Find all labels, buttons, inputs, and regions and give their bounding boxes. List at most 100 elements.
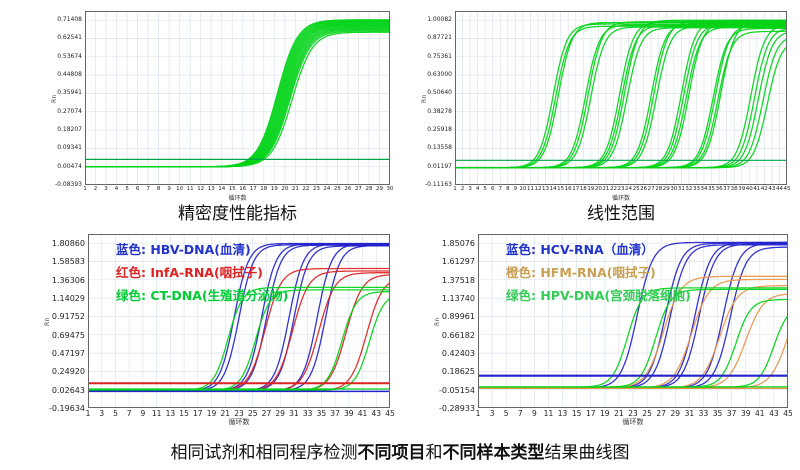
y-tick-label: 1.80860 (51, 239, 85, 249)
x-tick-label: 28 (655, 186, 663, 192)
x-tick-label: 15 (179, 409, 189, 418)
x-tick-label: 13 (207, 186, 215, 192)
y-tick-label: 0.69475 (51, 330, 85, 340)
x-tick-label: 12 (534, 186, 542, 192)
y-tick-labels: 0.71408 0.62541 0.53674 0.44808 0.35941 0.270… (55, 11, 85, 188)
x-tick-label: 24 (323, 186, 331, 192)
x-tick-label: 12 (197, 186, 205, 192)
x-axis-title: 循环数 (622, 418, 644, 426)
x-tick-label: 18 (260, 186, 268, 192)
x-tick-label: 17 (572, 186, 580, 192)
caption-seg1: 相同试剂和相同程序检测 (170, 443, 358, 463)
x-tick-label: 30 (670, 186, 678, 192)
legend-entry: 绿色: CT-DNA(生殖道分泌物) (116, 288, 289, 304)
x-tick-label: 21 (291, 186, 299, 192)
x-tick-label: 35 (708, 186, 716, 192)
x-tick-label: 17 (193, 409, 203, 418)
x-tick-label: 7 (498, 186, 503, 192)
caption-seg3: 结果曲线图 (544, 443, 630, 463)
legend-entry: 橙色: HFM-RNA(咽拭子) (506, 265, 656, 281)
chart-linearity: Rn 1.00082 0.87721 0.75361 0.63000 0.50640 0.… (419, 11, 791, 202)
x-tick-label: 27 (261, 409, 272, 418)
x-tick-label: 23 (617, 186, 625, 192)
x-tick-label: 9 (513, 186, 518, 192)
x-tick-label: 43 (371, 409, 382, 418)
y-tick-label: 0.62541 (57, 34, 82, 42)
y-tick-label: 0.91752 (51, 312, 85, 322)
x-tick-label: 33 (698, 409, 709, 418)
x-tick-label: 5 (483, 186, 487, 192)
x-tick-label: 31 (677, 186, 685, 192)
x-tick-label: 34 (700, 186, 708, 192)
x-axis-title: 循环数 (611, 195, 630, 202)
x-tick-label: 3 (99, 409, 105, 418)
y-tick-label: 0.66182 (441, 330, 475, 340)
y-tick-label: 0.44808 (57, 71, 82, 79)
amplification-curve (85, 23, 390, 168)
x-tick-labels: 1 3 5 7 9 11 13 15 17 19 21 23 25 27 29 31 33 35 37 39 41 43 4… (476, 408, 793, 418)
x-tick-label: 16 (564, 186, 572, 192)
amplification-curve (85, 21, 390, 168)
x-tick-label: 23 (312, 186, 320, 192)
x-tick-label: 14 (218, 186, 226, 192)
amplification-plot (85, 11, 390, 185)
x-tick-label: 9 (140, 409, 146, 418)
x-tick-label: 4 (114, 186, 119, 192)
y-tick-label: 0.35941 (57, 89, 82, 97)
y-axis-title: Rn (433, 316, 441, 326)
plot-area-precision (85, 11, 390, 185)
y-axis-title: Rn (43, 316, 51, 326)
y-tick-label: 1.13740 (441, 294, 475, 304)
x-tick-label: 15 (557, 186, 565, 192)
x-tick-label: 43 (768, 186, 776, 192)
plot-area-items: 蓝色: HBV-DNA(血清) 红色: InfA-RNA(咽拭子) 绿色: CT-D… (88, 234, 390, 408)
x-tick-label: 7 (146, 186, 150, 192)
y-tick-label: 0.47197 (51, 349, 85, 359)
x-tick-label: 29 (275, 409, 285, 418)
x-tick-label: 29 (670, 409, 681, 418)
x-tick-label: 39 (740, 409, 751, 418)
y-tick-labels: 1.80860 1.58583 1.36306 1.14029 0.91752 0.694… (49, 234, 88, 413)
x-tick-label: 18 (579, 186, 587, 192)
x-tick-label: 13 (557, 409, 568, 418)
y-tick-label: 1.37518 (441, 275, 475, 285)
x-tick-label: 45 (783, 186, 791, 192)
y-tick-label: 0.89961 (441, 312, 475, 322)
amplification-plot (478, 234, 788, 408)
x-tick-label: 5 (125, 186, 129, 192)
y-tick-label: 0.02643 (51, 385, 85, 395)
x-tick-label: 33 (692, 186, 700, 192)
x-tick-label: 28 (365, 186, 373, 192)
y-tick-label: 1.00082 (427, 16, 452, 24)
x-tick-label: 2 (460, 186, 465, 192)
x-tick-label: 33 (302, 409, 313, 418)
x-tick-labels: 1 2 3 4 5 6 7 8 9 10 11 12 13 14 15 16 17 18 19 20 21 22 23 24 2… (453, 185, 790, 193)
y-tick-label: 0.00474 (57, 162, 82, 170)
x-tick-label: 17 (249, 186, 257, 192)
x-tick-label: 21 (614, 409, 624, 418)
legend-entry: 蓝色: HCV-RNA（血清） (506, 242, 654, 257)
y-tick-label: 0.24920 (51, 367, 85, 377)
y-tick-label: 0.18625 (441, 367, 475, 377)
y-tick-label: 0.50640 (427, 89, 452, 97)
amplification-curve (85, 24, 390, 168)
y-tick-label: 0.25918 (427, 126, 452, 134)
x-tick-label: 11 (151, 409, 162, 418)
legend: 蓝色: HBV-DNA(血清) 红色: InfA-RNA(咽拭子) 绿色: CT-D… (116, 238, 288, 307)
chart-different-items: Rn 1.80860 1.58583 1.36306 1.14029 0.91752 0.… (42, 234, 395, 426)
x-tick-label: 17 (585, 409, 596, 418)
y-tick-label: -0.11163 (425, 181, 452, 188)
x-axis-title: 循环数 (228, 195, 247, 202)
x-tick-label: 3 (104, 186, 108, 192)
x-tick-label: 20 (594, 186, 602, 192)
x-tick-label: 41 (755, 409, 765, 418)
y-tick-label: 0.63000 (427, 71, 452, 79)
x-tick-labels: 1 2 3 4 5 6 7 8 9 10 11 12 13 14 15 16 17 18 19 20 21 22 23 24 2… (83, 185, 393, 193)
amplification-curve (85, 29, 390, 168)
amplification-curve (85, 30, 390, 168)
amplification-curve (455, 46, 787, 169)
x-tick-label: 36 (715, 186, 723, 192)
x-tick-label: 26 (344, 186, 352, 192)
amplification-curve (85, 20, 390, 168)
x-tick-label: 30 (386, 186, 394, 192)
